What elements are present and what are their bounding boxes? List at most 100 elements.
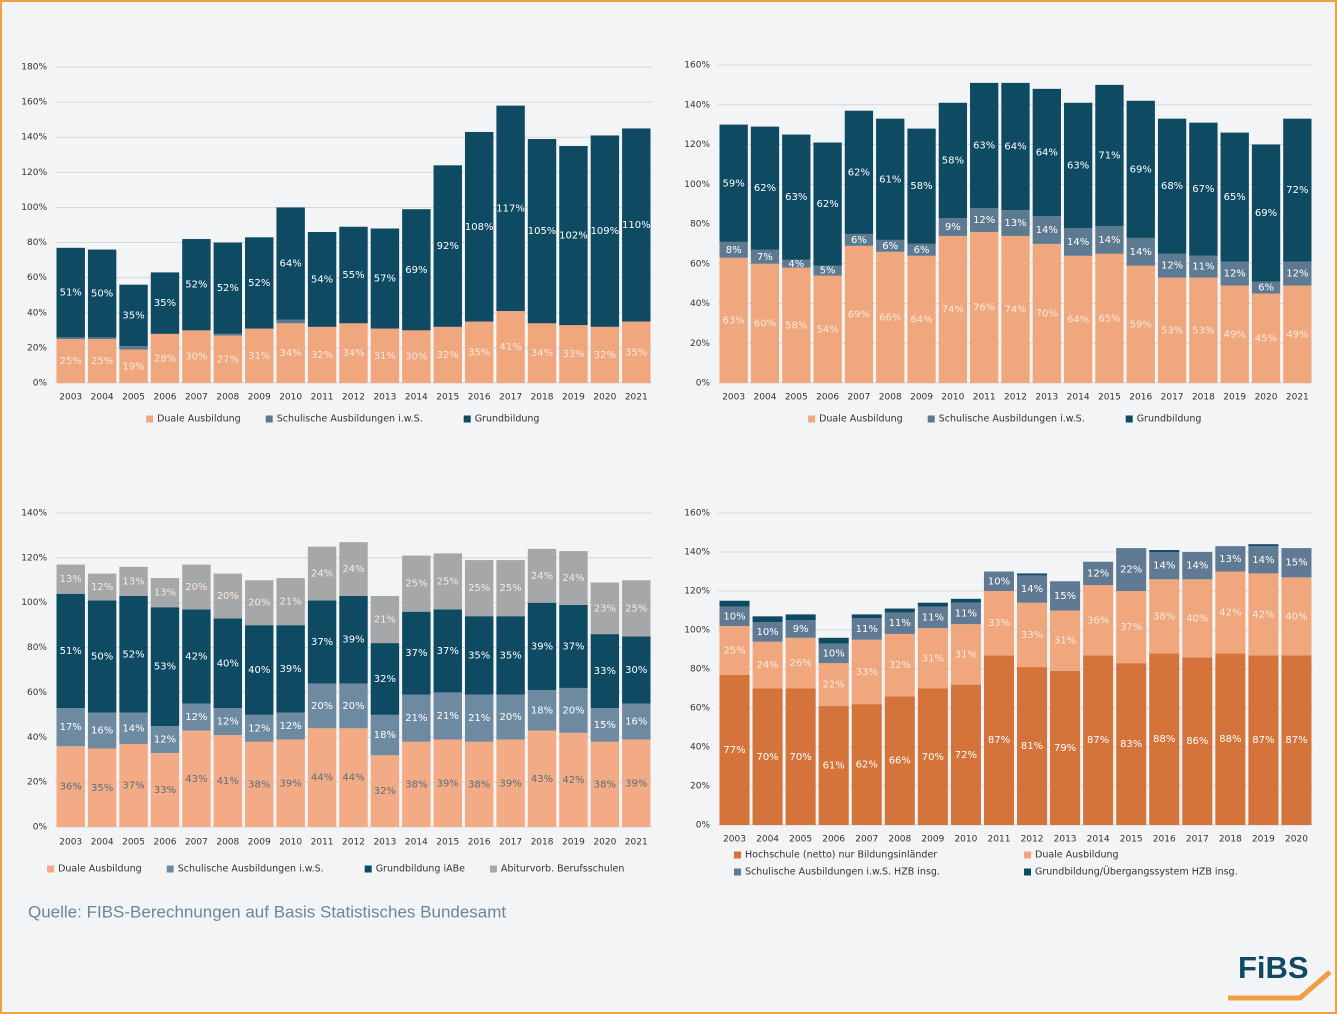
- data-label: 32%: [594, 350, 616, 361]
- bar-segment: [590, 326, 620, 383]
- x-tick-label: 2020: [1255, 393, 1278, 403]
- bar-segment: [1281, 548, 1312, 578]
- data-label: 31%: [1054, 636, 1076, 647]
- bar-segment: [1251, 144, 1281, 282]
- bar-segment: [496, 694, 525, 740]
- legend-label: Duale Ausbildung: [58, 864, 142, 875]
- data-label: 12%: [154, 735, 176, 746]
- x-tick-label: 2003: [59, 393, 82, 403]
- bar-segment: [150, 752, 180, 827]
- data-label: 43%: [531, 774, 553, 785]
- data-label: 31%: [374, 351, 396, 362]
- bar-segment: [433, 326, 462, 383]
- data-label: 12%: [91, 582, 113, 593]
- bar-segment: [119, 744, 148, 827]
- bar-segment: [917, 602, 948, 607]
- data-label: 32%: [889, 660, 911, 671]
- data-label: 7%: [757, 252, 773, 263]
- bar-segment: [876, 239, 905, 252]
- data-label: 44%: [311, 773, 333, 784]
- bar-segment: [496, 616, 525, 695]
- data-label: 13%: [1219, 554, 1241, 565]
- data-label: 25%: [60, 356, 82, 367]
- data-label: 62%: [848, 167, 870, 178]
- x-tick-label: 2021: [625, 838, 648, 848]
- data-label: 58%: [785, 320, 807, 331]
- data-label: 88%: [1219, 734, 1241, 745]
- data-label: 20%: [342, 701, 364, 712]
- data-label: 20%: [217, 591, 239, 602]
- bar-segment: [813, 142, 842, 266]
- x-tick-label: 2009: [921, 835, 944, 845]
- legend-label: Grundbildung: [1137, 414, 1202, 425]
- bar-segment: [339, 323, 368, 383]
- bar-segment: [559, 325, 588, 383]
- data-label: 64%: [1067, 314, 1089, 325]
- bar-segment: [245, 328, 274, 383]
- bar-segment: [1248, 544, 1279, 547]
- data-label: 6%: [914, 245, 930, 256]
- bar-segment: [1095, 225, 1124, 254]
- bar-segment: [851, 704, 882, 825]
- data-label: 25%: [437, 576, 459, 587]
- bar-segment: [464, 560, 494, 617]
- bar-segment: [559, 551, 588, 605]
- x-tick-label: 2015: [436, 393, 459, 403]
- data-label: 88%: [1153, 734, 1175, 745]
- data-label: 41%: [217, 776, 239, 787]
- bar-segment: [245, 741, 274, 827]
- x-tick-label: 2007: [185, 838, 208, 848]
- data-label: 50%: [91, 288, 113, 299]
- bar-segment: [590, 741, 620, 827]
- legend-swatch: [489, 865, 497, 873]
- data-label: 63%: [1067, 160, 1089, 171]
- x-tick-label: 2004: [754, 393, 777, 403]
- bar-segment: [370, 643, 400, 715]
- x-tick-label: 2008: [879, 393, 902, 403]
- legend-label: Grundbildung: [475, 414, 540, 425]
- y-tick-label: 20%: [690, 782, 710, 792]
- x-tick-label: 2010: [279, 838, 302, 848]
- legend-swatch: [166, 865, 174, 873]
- x-tick-label: 2007: [855, 835, 878, 845]
- data-label: 39%: [499, 778, 521, 789]
- bar-segment: [527, 602, 557, 691]
- data-label: 45%: [1255, 333, 1277, 344]
- bar-segment: [970, 231, 999, 383]
- bar-segment: [213, 708, 243, 736]
- y-tick-label: 80%: [27, 238, 47, 248]
- data-label: 76%: [973, 302, 995, 313]
- data-label: 24%: [342, 564, 364, 575]
- data-label: 42%: [185, 652, 207, 663]
- bar-segment: [559, 687, 588, 733]
- bar-segment: [844, 233, 874, 246]
- bar-segment: [56, 247, 85, 338]
- x-tick-label: 2012: [342, 838, 365, 848]
- bar-segment: [496, 739, 525, 827]
- bar-segment: [1083, 655, 1114, 825]
- data-label: 12%: [1224, 269, 1246, 280]
- bar-segment: [785, 614, 816, 621]
- legend-label: Duale Ausbildung: [157, 414, 241, 425]
- y-tick-label: 140%: [684, 548, 710, 558]
- data-label: 25%: [723, 645, 745, 656]
- y-tick-label: 0%: [33, 823, 48, 833]
- bar-segment: [1283, 118, 1312, 262]
- y-tick-label: 160%: [684, 61, 710, 71]
- bar-segment: [1063, 227, 1093, 256]
- bar-segment: [752, 688, 783, 825]
- bar-segment: [1032, 88, 1061, 217]
- bar-segment: [496, 311, 525, 383]
- data-label: 35%: [468, 650, 490, 661]
- data-label: 70%: [756, 752, 778, 763]
- bar-segment: [150, 272, 180, 334]
- legend-swatch: [1125, 415, 1133, 423]
- bar-segment: [213, 335, 243, 383]
- data-label: 14%: [1067, 237, 1089, 248]
- bar-segment: [950, 602, 981, 625]
- bar-segment: [182, 703, 211, 731]
- data-label: 14%: [1021, 584, 1043, 595]
- bar-segment: [402, 694, 431, 742]
- data-label: 37%: [122, 781, 144, 792]
